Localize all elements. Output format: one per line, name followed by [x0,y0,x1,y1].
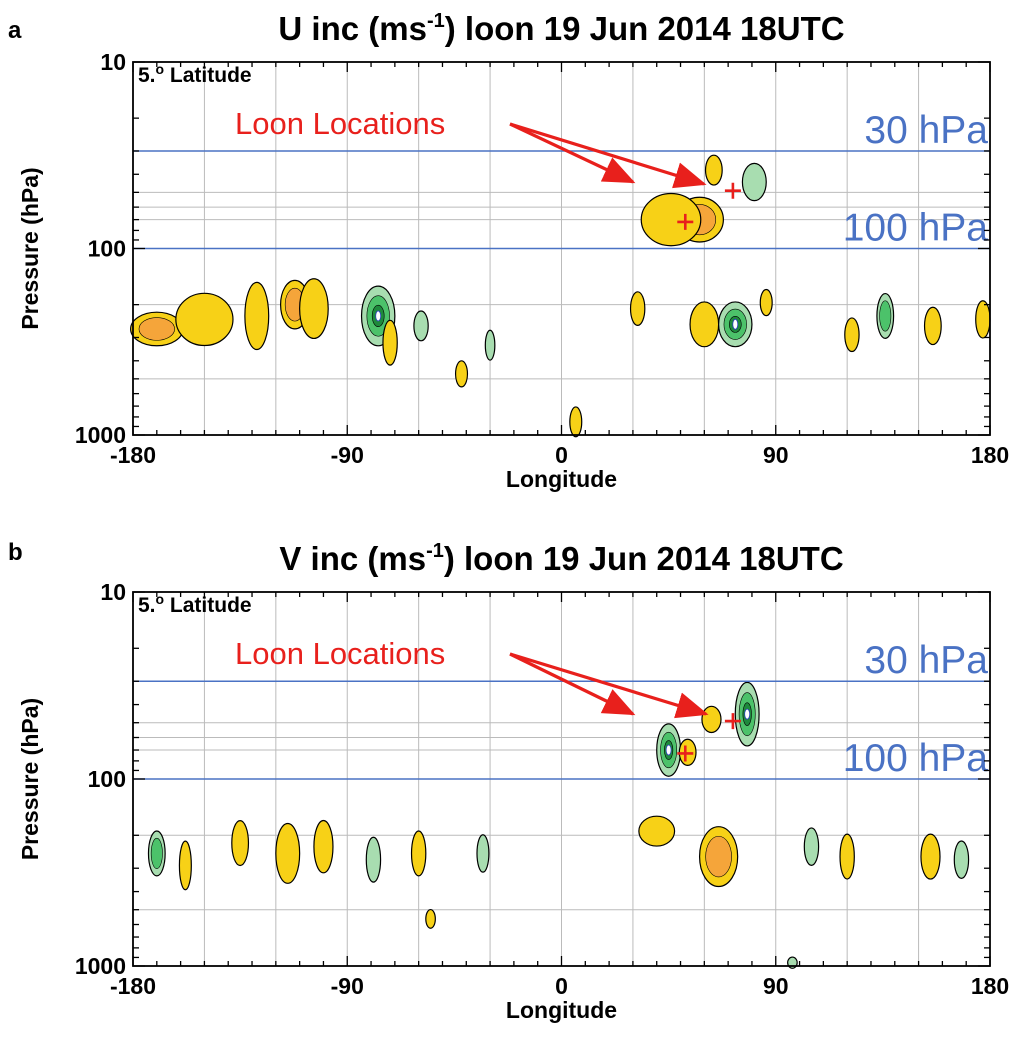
chart-title-main: V inc (ms [279,540,426,577]
y-tick-label: 100 [88,766,126,792]
positive-contour [705,835,732,878]
negative-contour [476,834,490,873]
positive-contour [275,822,301,884]
negative-contour [484,329,496,361]
latitude-label: 5.o Latitude [138,591,252,617]
chart-title-superscript: -1 [427,10,445,32]
positive-contour [382,319,398,366]
reference-line-label: 30 hPa [864,109,988,152]
x-tick-label: 0 [555,442,568,468]
y-tick-label: 10 [100,49,126,75]
panel-letter: a [8,17,22,44]
positive-contour [178,840,192,891]
negative-contour [879,300,892,332]
annotation-arrow [509,122,707,189]
latitude-label: 5.o Latitude [138,61,252,87]
negative-contour [365,836,382,883]
latitude-degree: o [156,591,165,607]
contour-peak [744,708,751,720]
positive-contour [175,292,234,347]
y-tick-label: 10 [100,579,126,605]
annotation-arrow [509,652,709,719]
y-axis-label: Pressure (hPa) [17,698,43,860]
x-tick-label: -90 [331,442,364,468]
latitude-text: Latitude [164,594,252,617]
positive-contour [425,908,436,929]
positive-contour [844,317,860,353]
x-axis-label: Longitude [506,466,617,492]
loon-marker-plus [724,182,741,199]
positive-contour [689,301,720,348]
negative-contour [803,827,820,866]
positive-contour [759,288,773,317]
negative-contour [150,837,163,869]
x-tick-label: 180 [971,973,1009,999]
positive-contour [244,281,270,351]
loon-marker-plus [677,745,694,762]
positive-contour [975,300,991,339]
annotation-arrow [509,652,636,716]
latitude-value: 5. [138,64,156,87]
reference-line-label: 100 hPa [843,207,989,250]
positive-contour [638,815,676,847]
positive-contour [454,360,469,388]
positive-contour [839,833,855,880]
loon-marker-plus [724,713,741,730]
positive-contour [701,705,722,734]
y-tick-label: 1000 [75,953,126,979]
negative-contour [953,840,970,879]
reference-line-label: 30 hPa [864,639,988,682]
positive-contour [410,830,427,877]
positive-contour [138,317,175,341]
latitude-degree: o [156,61,165,77]
y-axis-label: Pressure (hPa) [17,167,43,329]
x-tick-label: 180 [971,442,1009,468]
positive-contour [313,819,334,874]
negative-contour [741,162,767,202]
positive-contour [640,192,702,247]
reference-line-label: 100 hPa [843,737,989,780]
positive-contour [704,154,723,186]
contour-peak [665,744,672,756]
annotation-arrow [509,122,636,184]
contour-peak [732,318,739,330]
panel-b: b V inc (ms-1) loon 19 Jun 2014 18UTC 30 h… [8,539,1009,1023]
x-tick-label: -180 [110,442,156,468]
x-axis-label: Longitude [506,997,617,1023]
positive-contour [629,291,646,326]
chart-title-rest: ) loon 19 Jun 2014 18UTC [444,540,844,577]
chart-title-superscript: -1 [426,540,444,562]
loon-locations-annotation: Loon Locations [235,636,445,671]
x-tick-label: -180 [110,973,156,999]
x-tick-label: -90 [331,973,364,999]
chart-title-main: U inc (ms [278,10,427,47]
x-tick-label: 90 [763,973,789,999]
negative-contour [413,310,429,342]
x-tick-label: 90 [763,442,789,468]
latitude-text: Latitude [164,64,252,87]
chart-title-rest: ) loon 19 Jun 2014 18UTC [445,10,845,47]
panel-letter: b [8,539,23,566]
positive-contour [569,406,583,438]
loon-marker-plus [677,213,694,230]
chart-title: V inc (ms-1) loon 19 Jun 2014 18UTC [279,540,843,577]
positive-contour [231,819,250,867]
y-tick-label: 100 [88,236,126,262]
positive-contour [920,833,941,880]
panel-a: a U inc (ms-1) loon 19 Jun 2014 18UTC 30 h… [8,10,1009,492]
positive-contour [299,278,329,340]
chart-title: U inc (ms-1) loon 19 Jun 2014 18UTC [278,10,844,47]
x-tick-label: 0 [555,973,568,999]
contour-peak [375,310,382,322]
positive-contour [923,306,942,346]
y-tick-label: 1000 [75,422,126,448]
latitude-value: 5. [138,594,156,617]
loon-locations-annotation: Loon Locations [235,106,445,141]
